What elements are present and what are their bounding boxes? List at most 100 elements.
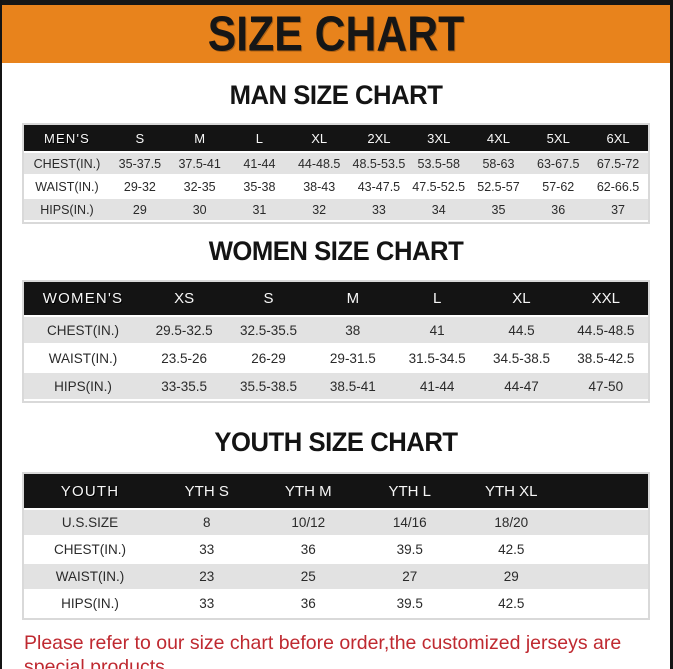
- size-value-cell: 63-67.5: [528, 152, 589, 176]
- table-corner-label: MEN'S: [24, 125, 110, 153]
- table-row: CHEST(IN.) 29.5-32.5 32.5-35.5 38 41 44.5 44.5…: [24, 316, 648, 345]
- size-value-cell: 25: [257, 563, 359, 591]
- size-value-cell: 33: [349, 198, 409, 222]
- size-value-cell: 29-31.5: [310, 344, 395, 373]
- top-black-bar: [2, 0, 670, 5]
- row-label: HIPS(IN.): [24, 590, 156, 618]
- row-label: CHEST(IN.): [24, 536, 156, 564]
- youth-section-title: YOUTH SIZE CHART: [24, 401, 648, 474]
- size-value-cell: 33: [156, 536, 258, 564]
- table-header-row: MEN'S S M L XL 2XL 3XL 4XL 5XL 6XL: [24, 125, 648, 153]
- content-area: MAN SIZE CHART MEN'S S M L XL 2XL 3XL 4XL 5XL 6XL…: [2, 63, 670, 669]
- man-section-title-text: MAN SIZE CHART: [229, 80, 443, 110]
- size-column-header: 4XL: [468, 125, 529, 153]
- empty-cell: [562, 509, 648, 537]
- table-row: HIPS(IN.) 33-35.5 35.5-38.5 38.5-41 41-44 44-…: [24, 372, 648, 401]
- man-size-table: MEN'S S M L XL 2XL 3XL 4XL 5XL 6XL CHEST(IN.) 35-37…: [24, 125, 648, 222]
- size-value-cell: 35: [468, 198, 529, 222]
- table-row: CHEST(IN.) 33 36 39.5 42.5: [24, 536, 648, 564]
- size-value-cell: 39.5: [359, 536, 461, 564]
- man-section-title: MAN SIZE CHART: [24, 63, 648, 125]
- row-label: HIPS(IN.): [24, 372, 142, 401]
- size-value-cell: 34: [408, 198, 469, 222]
- size-value-cell: 31.5-34.5: [394, 344, 480, 373]
- size-value-cell: 41-44: [394, 372, 480, 401]
- footer-note: Please refer to our size chart before or…: [24, 618, 648, 669]
- size-value-cell: 41-44: [229, 152, 290, 176]
- size-column-header: XS: [142, 282, 227, 317]
- row-label: WAIST(IN.): [24, 563, 156, 591]
- size-column-header: S: [226, 282, 311, 317]
- size-value-cell: 29-32: [110, 175, 170, 199]
- banner: SIZE CHART: [2, 5, 670, 63]
- size-value-cell: 44-47: [479, 372, 564, 401]
- size-value-cell: 35.5-38.5: [226, 372, 311, 401]
- size-value-cell: 38: [310, 316, 395, 345]
- size-column-header: L: [394, 282, 480, 317]
- empty-header-cell: [562, 474, 648, 510]
- size-value-cell: 23.5-26: [142, 344, 227, 373]
- youth-size-section: YOUTH SIZE CHART YOUTH YTH S YTH M YTH L YTH…: [24, 401, 648, 618]
- size-value-cell: 57-62: [528, 175, 589, 199]
- size-value-cell: 38.5-42.5: [563, 344, 648, 373]
- empty-cell: [562, 563, 648, 591]
- size-value-cell: 35-37.5: [110, 152, 170, 176]
- size-value-cell: 53.5-58: [408, 152, 469, 176]
- size-column-header: YTH XL: [460, 474, 562, 510]
- size-value-cell: 35-38: [229, 175, 290, 199]
- size-value-cell: 44-48.5: [289, 152, 350, 176]
- size-column-header: M: [310, 282, 395, 317]
- size-value-cell: 52.5-57: [468, 175, 529, 199]
- size-value-cell: 14/16: [359, 509, 461, 537]
- size-value-cell: 32-35: [169, 175, 230, 199]
- row-label: HIPS(IN.): [24, 198, 110, 222]
- size-column-header: M: [169, 125, 230, 153]
- table-row: WAIST(IN.) 29-32 32-35 35-38 38-43 43-47.5 47.…: [24, 175, 648, 199]
- size-value-cell: 48.5-53.5: [349, 152, 409, 176]
- size-value-cell: 43-47.5: [349, 175, 409, 199]
- size-value-cell: 41: [394, 316, 480, 345]
- size-value-cell: 23: [156, 563, 258, 591]
- empty-cell: [562, 590, 648, 618]
- size-value-cell: 58-63: [468, 152, 529, 176]
- table-row: WAIST(IN.) 23 25 27 29: [24, 563, 648, 591]
- women-size-table: WOMEN'S XS S M L XL XXL CHEST(IN.) 29.5-32.5 32.5…: [24, 282, 648, 401]
- size-column-header: XL: [289, 125, 350, 153]
- youth-size-table: YOUTH YTH S YTH M YTH L YTH XL U.S.SIZE 8 10/12…: [24, 474, 648, 618]
- size-column-header: 5XL: [528, 125, 589, 153]
- size-value-cell: 18/20: [460, 509, 562, 537]
- size-value-cell: 47-50: [563, 372, 648, 401]
- size-value-cell: 37.5-41: [169, 152, 230, 176]
- table-row: HIPS(IN.) 33 36 39.5 42.5: [24, 590, 648, 618]
- table-row: WAIST(IN.) 23.5-26 26-29 29-31.5 31.5-34.5 34…: [24, 344, 648, 373]
- women-size-section: WOMEN SIZE CHART WOMEN'S XS S M L XL XXL CHEST(…: [24, 222, 648, 401]
- size-value-cell: 42.5: [460, 590, 562, 618]
- size-column-header: YTH M: [257, 474, 359, 510]
- size-value-cell: 36: [528, 198, 589, 222]
- size-value-cell: 47.5-52.5: [408, 175, 469, 199]
- youth-section-title-text: YOUTH SIZE CHART: [214, 427, 458, 457]
- size-value-cell: 42.5: [460, 536, 562, 564]
- size-value-cell: 38-43: [289, 175, 350, 199]
- size-value-cell: 29: [110, 198, 170, 222]
- women-section-title-text: WOMEN SIZE CHART: [208, 236, 464, 266]
- women-section-title: WOMEN SIZE CHART: [24, 222, 648, 282]
- size-value-cell: 36: [257, 536, 359, 564]
- size-value-cell: 33: [156, 590, 258, 618]
- row-label: U.S.SIZE: [24, 509, 156, 537]
- size-value-cell: 44.5-48.5: [563, 316, 648, 345]
- size-value-cell: 10/12: [257, 509, 359, 537]
- size-value-cell: 67.5-72: [588, 152, 648, 176]
- table-row: CHEST(IN.) 35-37.5 37.5-41 41-44 44-48.5 48.5…: [24, 152, 648, 176]
- row-label: CHEST(IN.): [24, 152, 110, 176]
- size-column-header: L: [229, 125, 290, 153]
- size-value-cell: 44.5: [479, 316, 564, 345]
- size-value-cell: 27: [359, 563, 461, 591]
- table-corner-label: WOMEN'S: [24, 282, 142, 317]
- size-column-header: YTH L: [359, 474, 461, 510]
- man-size-section: MAN SIZE CHART MEN'S S M L XL 2XL 3XL 4XL 5XL 6XL…: [24, 63, 648, 222]
- size-value-cell: 38.5-41: [310, 372, 395, 401]
- row-label: WAIST(IN.): [24, 344, 142, 373]
- size-column-header: 2XL: [349, 125, 409, 153]
